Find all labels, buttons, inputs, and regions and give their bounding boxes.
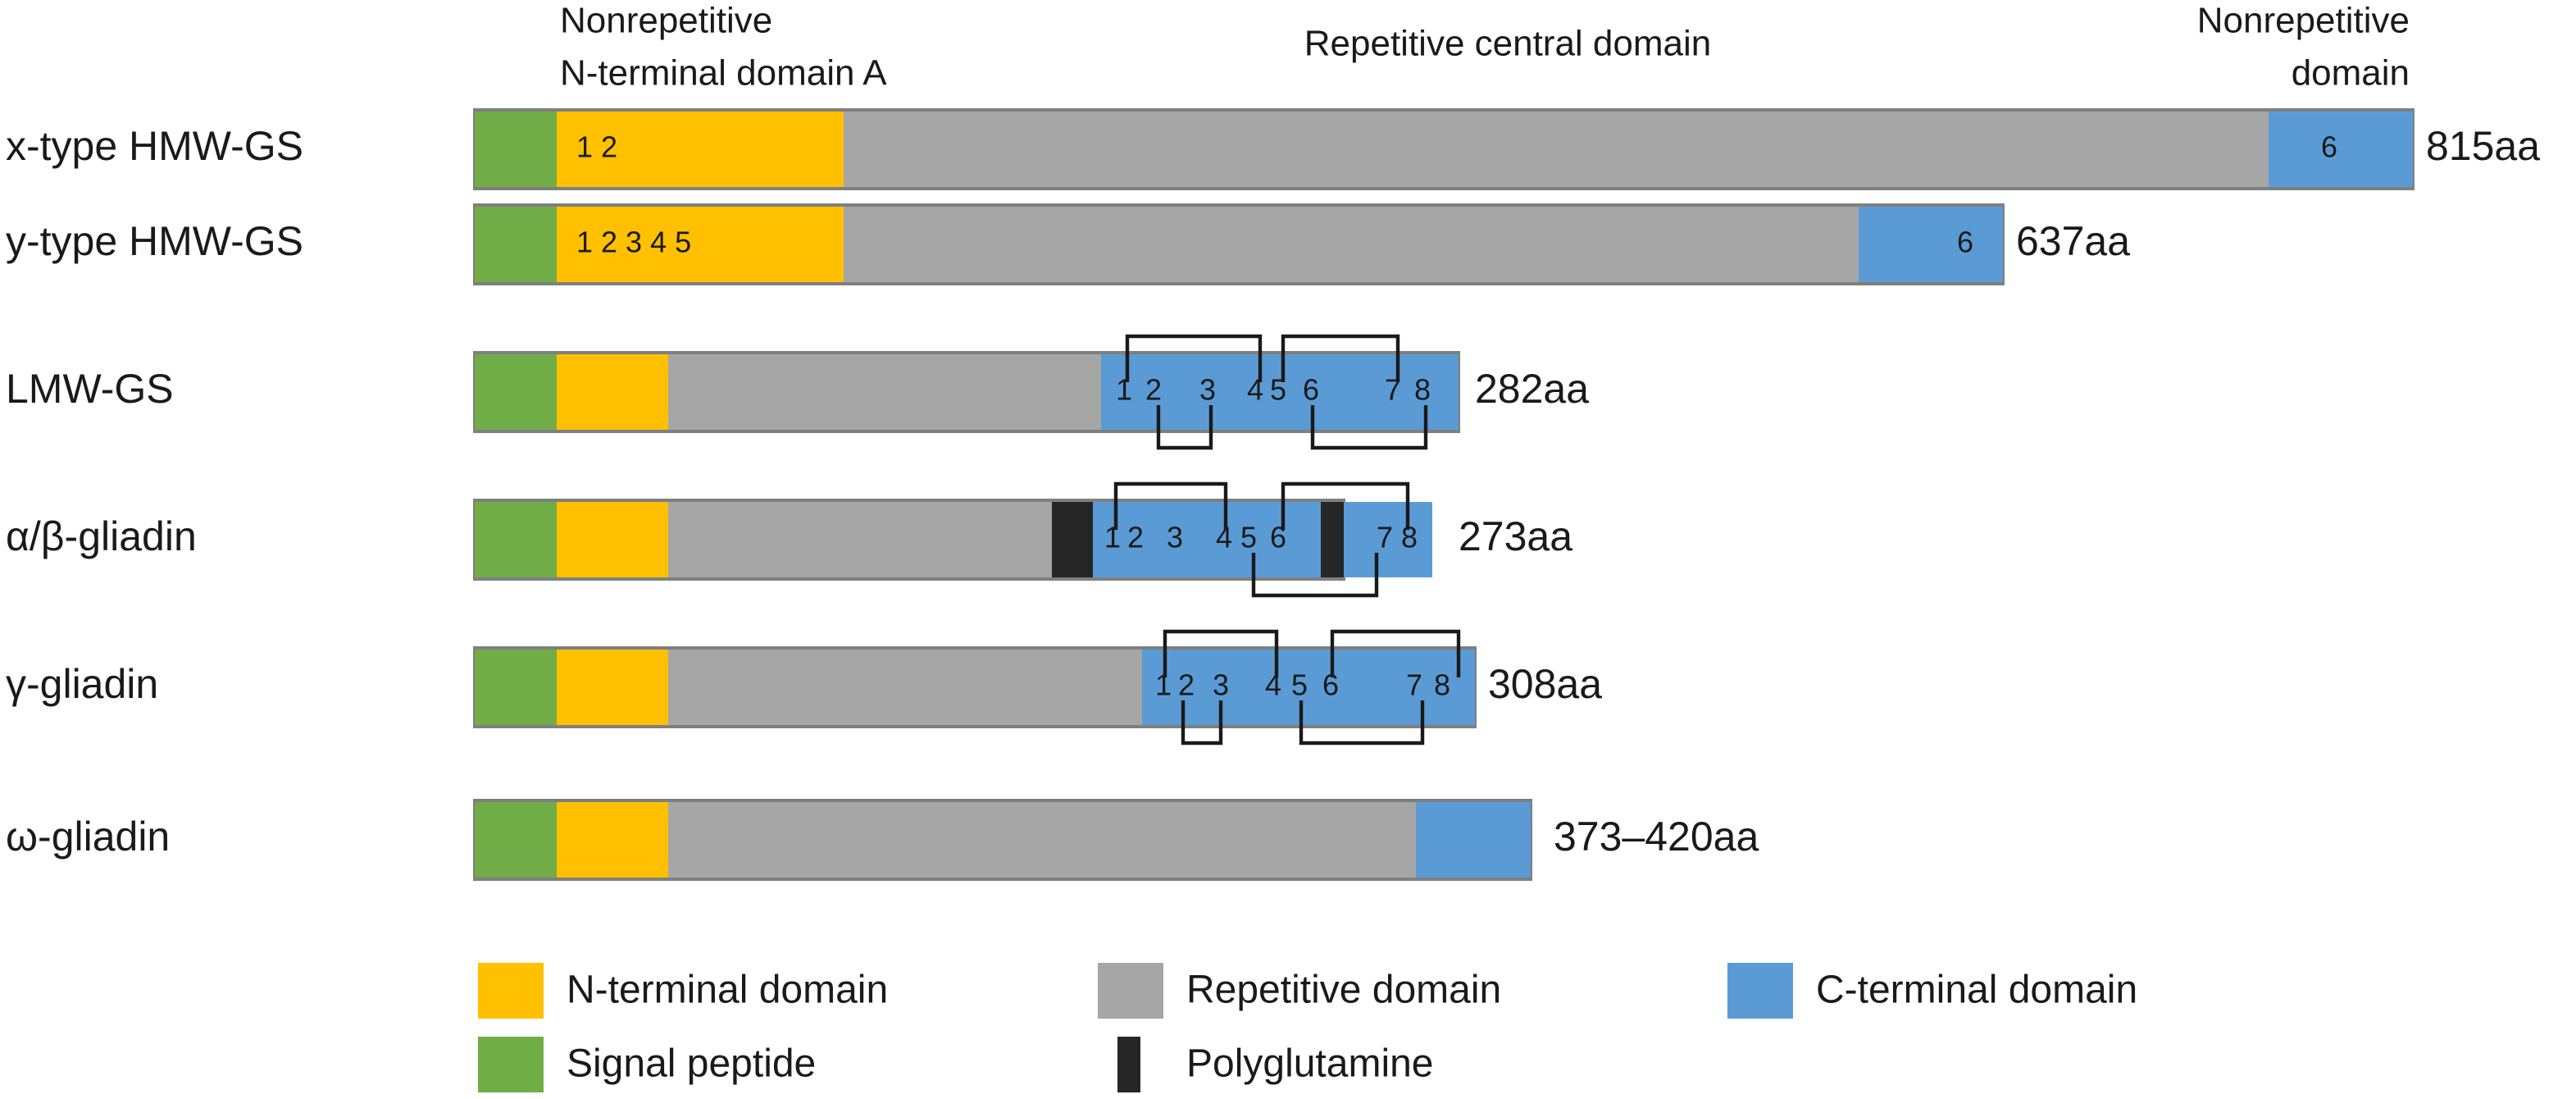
segment: [557, 354, 668, 430]
cysteine-label: 2: [1178, 668, 1195, 702]
cysteine-label: 8: [1414, 373, 1431, 407]
protein-length: 373–420aa: [1554, 814, 1759, 860]
disulfide-bond: [1113, 481, 1228, 530]
segment: [668, 502, 1052, 577]
disulfide-bond: [1310, 405, 1428, 450]
disulfide-bond: [1156, 405, 1213, 450]
header-label: Nonrepetitive: [2197, 1, 2410, 41]
disulfide-bond: [1299, 700, 1425, 746]
cysteine-label: 1: [1116, 373, 1132, 407]
cysteine-label: 6: [1270, 521, 1286, 554]
cysteine-label: 8: [1401, 521, 1418, 554]
cysteine-label: 6: [2321, 130, 2337, 164]
cysteine-label: 3: [1167, 521, 1183, 554]
legend-label: Signal peptide: [567, 1042, 816, 1086]
cysteine-label: 3: [1213, 668, 1229, 702]
legend-label: Polyglutamine: [1186, 1042, 1434, 1086]
legend-swatch: [1727, 963, 1793, 1019]
segment: [844, 112, 2269, 187]
legend-label: C-terminal domain: [1816, 969, 2137, 1012]
protein-name: γ-gliadin: [6, 661, 158, 707]
cysteine-label: 5: [1291, 668, 1308, 702]
header-label: domain: [2292, 53, 2410, 93]
disulfide-bond: [1281, 334, 1400, 382]
segment: [1416, 802, 1531, 878]
cysteine-label: 1: [1104, 521, 1121, 554]
protein-name: LMW-GS: [6, 366, 174, 412]
disulfide-bond: [1330, 629, 1461, 677]
segment: [1052, 502, 1093, 577]
header-label: N-terminal domain A: [560, 53, 887, 93]
disulfide-bond: [1181, 700, 1223, 746]
cysteine-label: 7: [1385, 373, 1401, 407]
cysteine-label: 4: [1265, 668, 1281, 702]
cysteine-label: 4: [1216, 521, 1232, 554]
header-label: Repetitive central domain: [1304, 24, 1711, 64]
segment: [475, 650, 557, 725]
legend-swatch: [478, 963, 544, 1019]
protein-length: 308aa: [1488, 661, 1602, 707]
segment: [475, 502, 557, 577]
cysteine-label: 6: [1322, 668, 1339, 702]
protein-length: 282aa: [1475, 366, 1589, 412]
protein-name: α/β-gliadin: [6, 513, 197, 559]
segment: [844, 207, 1859, 282]
header-label: Nonrepetitive: [560, 1, 772, 41]
legend-label: N-terminal domain: [567, 969, 888, 1012]
disulfide-bond: [1125, 334, 1263, 382]
cysteine-label: 1: [1155, 668, 1172, 702]
cysteine-label: 4: [1247, 373, 1263, 407]
cysteine-label: 5: [1240, 521, 1257, 554]
segment: [557, 112, 844, 187]
protein-length: 637aa: [2016, 218, 2130, 264]
legend-label: Repetitive domain: [1186, 969, 1501, 1012]
legend-swatch: [478, 1037, 544, 1092]
cysteine-label: 2: [1145, 373, 1162, 407]
protein-length: 815aa: [2426, 123, 2540, 169]
segment: [475, 112, 557, 187]
segment: [557, 207, 844, 282]
legend-swatch: [1117, 1037, 1140, 1092]
cysteine-label: 7: [1377, 521, 1393, 554]
disulfide-bond: [1163, 629, 1279, 677]
cysteine-label: 3: [1199, 373, 1216, 407]
segment: [668, 802, 1416, 878]
segment: [557, 650, 668, 725]
segment: [1859, 207, 2003, 282]
segment: [557, 502, 668, 577]
segment: [668, 354, 1101, 430]
cysteine-label: 2: [1127, 521, 1144, 554]
segment: [475, 354, 557, 430]
segment: [668, 650, 1142, 725]
segment: [2269, 112, 2413, 187]
protein-name: ω-gliadin: [6, 814, 170, 860]
disulfide-bond: [1281, 481, 1410, 530]
cysteine-label: 1 2 3 4 5: [576, 226, 691, 259]
segment: [557, 802, 668, 878]
disulfide-bond: [1251, 553, 1379, 598]
cysteine-label: 1 2: [576, 130, 617, 164]
cysteine-label: 7: [1406, 668, 1422, 702]
segment: [1321, 502, 1344, 577]
segment: [475, 207, 557, 282]
protein-name: x-type HMW-GS: [6, 123, 303, 169]
segment: [475, 802, 557, 878]
segment: [1142, 650, 1475, 725]
cysteine-label: 6: [1957, 226, 1973, 259]
cysteine-label: 6: [1303, 373, 1319, 407]
protein-name: y-type HMW-GS: [6, 218, 303, 264]
protein-length: 273aa: [1459, 513, 1572, 559]
cysteine-label: 8: [1434, 668, 1450, 702]
legend-swatch: [1098, 963, 1163, 1019]
cysteine-label: 5: [1270, 373, 1286, 407]
